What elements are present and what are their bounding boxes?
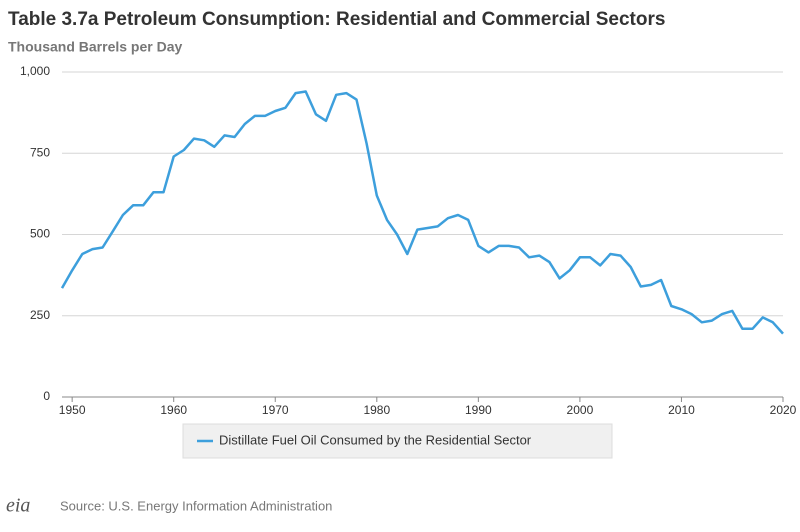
x-tick-label: 1960 [160,403,187,417]
y-tick-label: 250 [30,308,50,322]
legend-box [182,423,613,459]
chart-title: Table 3.7a Petroleum Consumption: Reside… [8,9,665,30]
y-tick-label: 500 [30,227,50,241]
series-line [60,90,784,335]
x-tick-label: 2000 [567,403,594,417]
x-tick-label: 1970 [262,403,289,417]
chart-subtitle: Thousand Barrels per Day [8,39,182,55]
y-tick-label: 1,000 [20,64,50,78]
x-tick-label: 1990 [465,403,492,417]
x-tick-label: 2010 [668,403,695,417]
x-tick-label: 1950 [59,403,86,417]
x-tick-label: 1980 [363,403,390,417]
source: Source: U.S. Energy Information Administ… [60,498,332,513]
legend-label: Distillate Fuel Oil Consumed by the Resi… [219,432,532,447]
y-tick-label: 0 [43,389,50,403]
logo: eia [6,495,30,517]
y-tick-label: 750 [30,145,50,159]
x-tick-label: 2020 [770,403,797,417]
